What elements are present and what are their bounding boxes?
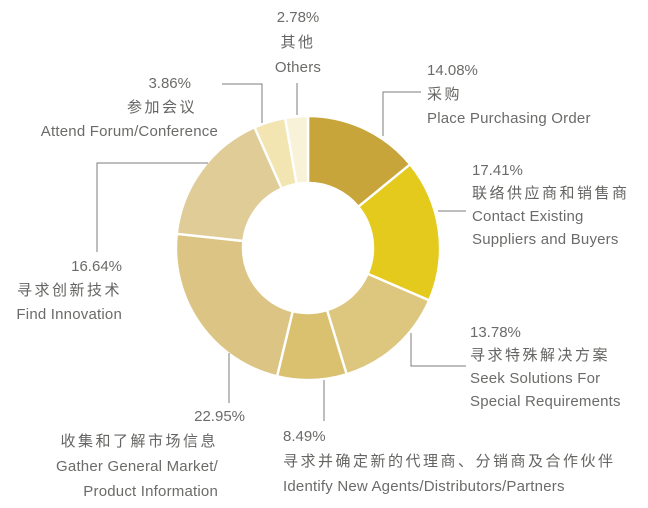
slice-others	[283, 114, 310, 186]
label-en: Attend Forum/Conference	[40, 123, 218, 140]
label-zh: 参加会议	[126, 99, 197, 116]
leader-line-find-innovation	[96, 162, 208, 252]
label-en: Contact Existing	[472, 208, 584, 225]
label-en: Others	[274, 59, 322, 76]
label-zh: 寻求特殊解决方案	[470, 347, 611, 364]
percent-value: 17.41%	[472, 162, 523, 179]
label-place-purchasing-order: 14.08% 采购 Place Purchasing Order	[427, 59, 591, 131]
slice-gather-general-market-product-information	[174, 232, 294, 378]
percent-value: 2.78%	[276, 9, 320, 26]
label-en: Identify New Agents/Distributors/Partner…	[283, 478, 565, 495]
label-zh: 寻求创新技术	[16, 282, 122, 299]
percent-value: 3.86%	[148, 75, 191, 92]
leader-line-attend-forum-conference	[222, 83, 263, 123]
percent-value: 8.49%	[283, 428, 326, 445]
label-zh: 收集和了解市场信息	[60, 433, 218, 450]
label-en: Find Innovation	[16, 306, 122, 323]
label-en: Seek Solutions For	[470, 370, 601, 387]
percent-value: 16.64%	[71, 258, 122, 275]
label-seek-solutions-special-requirements: 13.78% 寻求特殊解决方案 Seek Solutions For Speci…	[470, 321, 621, 413]
label-en: Suppliers and Buyers	[472, 231, 619, 248]
leader-line-place-purchasing-order	[382, 91, 421, 136]
label-zh: 采购	[427, 86, 463, 103]
percent-value: 22.95%	[194, 408, 245, 425]
label-contact-existing-suppliers-buyers: 17.41% 联络供应商和销售商 Contact Existing Suppli…	[472, 159, 630, 251]
label-en: Place Purchasing Order	[427, 110, 591, 127]
label-en: Product Information	[83, 483, 218, 500]
label-en: Gather General Market/	[56, 458, 218, 475]
percent-value: 14.08%	[427, 62, 478, 79]
label-en: Special Requirements	[470, 393, 621, 410]
label-others: 2.78% 其他 Others	[252, 5, 344, 80]
leader-line-seek-solutions-special-requirements	[410, 333, 466, 367]
label-identify-new-agents-distributors-partners: 8.49% 寻求并确定新的代理商、分销商及合作伙伴 Identify New A…	[283, 424, 616, 499]
percent-value: 13.78%	[470, 324, 521, 341]
label-zh: 寻求并确定新的代理商、分销商及合作伙伴	[283, 453, 616, 470]
label-attend-forum-conference: 3.86% 参加会议 Attend Forum/Conference	[41, 72, 218, 144]
slice-contact-existing-suppliers-buyers	[357, 163, 442, 302]
label-zh: 联络供应商和销售商	[472, 185, 630, 202]
label-find-innovation: 16.64% 寻求创新技术 Find Innovation	[16, 255, 122, 327]
label-zh: 其他	[280, 34, 316, 51]
label-gather-general-market-product-information: 22.95% 收集和了解市场信息 Gather General Market/ …	[56, 404, 245, 504]
